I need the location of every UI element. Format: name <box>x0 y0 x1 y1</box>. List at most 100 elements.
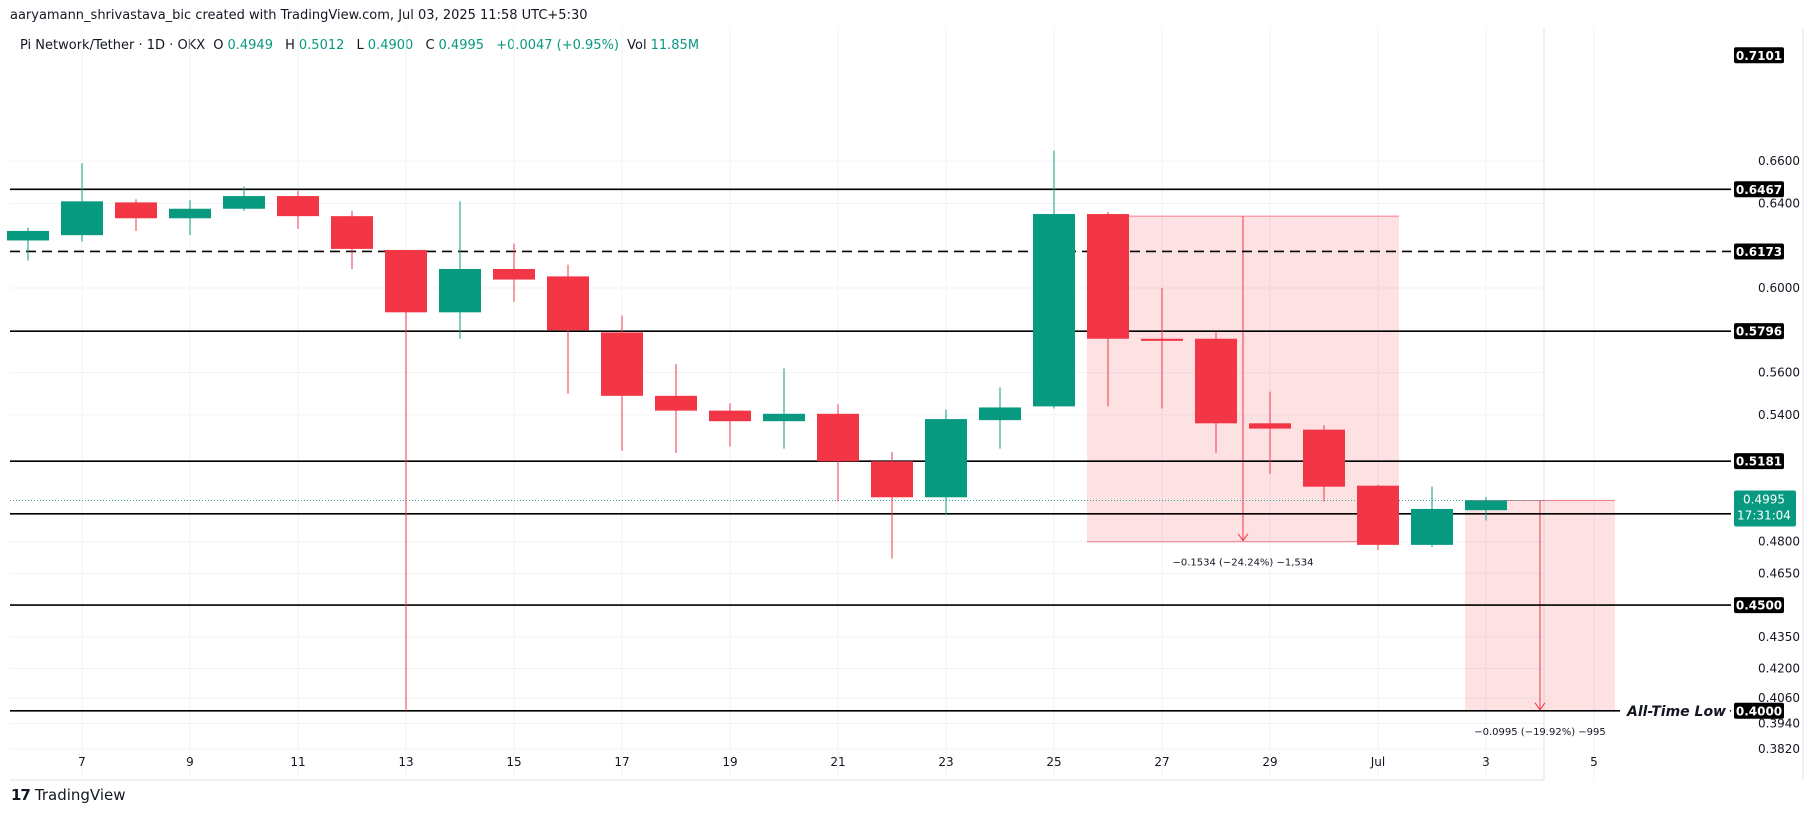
candle-body <box>1033 214 1075 407</box>
x-tick-label: 9 <box>186 755 194 769</box>
level-price-tag: 0.5796 <box>1736 325 1782 339</box>
y-tick-label: 0.6600 <box>1758 154 1800 168</box>
ohlc-low: L 0.4900 <box>356 38 414 53</box>
symbol-name[interactable]: Pi Network/Tether · 1D · OKX <box>20 38 206 53</box>
level-price-tag-bg <box>1734 243 1784 260</box>
y-tick-label: 0.5400 <box>1758 408 1800 422</box>
candle-body <box>169 208 211 219</box>
candle-body <box>817 413 859 462</box>
candle[interactable] <box>7 227 49 261</box>
level-price-tag: 0.5181 <box>1736 455 1782 469</box>
candle[interactable] <box>1303 425 1345 502</box>
x-tick-label: 17 <box>614 755 629 769</box>
candle[interactable] <box>1411 486 1453 547</box>
candle[interactable] <box>1465 496 1507 521</box>
symbol-legend: Pi Network/Tether · 1D · OKX O 0.4949 H 0.… <box>20 38 707 53</box>
x-tick-label: 3 <box>1482 755 1490 769</box>
level-price-tag-bg <box>1734 453 1784 470</box>
ohlc-close: C 0.4995 <box>425 38 485 53</box>
y-tick-label: 0.4060 <box>1758 691 1800 705</box>
candle[interactable] <box>385 249 427 711</box>
x-tick-label: 7 <box>78 755 86 769</box>
candle[interactable] <box>1141 288 1183 409</box>
candle[interactable] <box>1249 391 1291 475</box>
top-price-tag-bg <box>1734 47 1784 64</box>
tradingview-logo-icon: 17 <box>11 786 31 804</box>
level-price-tag: 0.6467 <box>1736 183 1782 197</box>
candle[interactable] <box>1033 150 1075 409</box>
x-tick-label: 27 <box>1154 755 1169 769</box>
candle[interactable] <box>439 201 481 339</box>
annotation-bg <box>1620 699 1730 720</box>
y-tick-label: 0.6000 <box>1758 281 1800 295</box>
candle-body <box>1087 214 1129 339</box>
candle[interactable] <box>709 403 751 447</box>
level-price-tag-bg <box>1734 323 1784 340</box>
x-tick-label: 21 <box>830 755 845 769</box>
candle[interactable] <box>763 368 805 449</box>
candle[interactable] <box>655 364 697 453</box>
candle-body <box>277 196 319 217</box>
candle[interactable] <box>223 186 265 211</box>
candle-body <box>1249 423 1291 429</box>
candle-body <box>1141 338 1183 341</box>
candle[interactable] <box>547 264 589 394</box>
volume: Vol 11.85M <box>627 38 700 53</box>
candle-body <box>1195 338 1237 424</box>
x-tick-label: 13 <box>398 755 413 769</box>
y-tick-label: 0.4200 <box>1758 662 1800 676</box>
tradingview-brand-name: TradingView <box>34 786 126 804</box>
candle-body <box>1303 429 1345 487</box>
candle-body <box>871 461 913 498</box>
x-tick-label: 23 <box>938 755 953 769</box>
x-tick-label: 5 <box>1590 755 1598 769</box>
candle-body <box>439 268 481 313</box>
candle[interactable] <box>925 409 967 515</box>
candle[interactable] <box>871 451 913 559</box>
candle[interactable] <box>1087 211 1129 407</box>
candle-body <box>493 268 535 280</box>
tradingview-brand[interactable]: 17 TradingView <box>11 786 126 804</box>
candle[interactable] <box>115 199 157 231</box>
top-price-tag: 0.7101 <box>1736 49 1782 63</box>
y-tick-label: 0.4800 <box>1758 535 1800 549</box>
level-price-tag: 0.6173 <box>1736 245 1782 259</box>
candle-body <box>763 413 805 422</box>
candle[interactable] <box>169 200 211 236</box>
y-tick-label: 0.6400 <box>1758 196 1800 210</box>
measure-arrowhead <box>1237 533 1249 542</box>
level-price-tag-bg <box>1734 597 1784 614</box>
chart-watermark-author: aaryamann_shrivastava_bic created with T… <box>10 8 588 23</box>
candle[interactable] <box>1195 332 1237 453</box>
candle-body <box>331 216 373 249</box>
candle[interactable] <box>979 387 1021 449</box>
y-tick-label: 0.4350 <box>1758 630 1800 644</box>
ohlc-high: H 0.5012 <box>285 38 345 53</box>
candle-body <box>223 196 265 209</box>
candle[interactable] <box>601 315 643 451</box>
candle-body <box>925 419 967 498</box>
all-time-low-label: All-Time Low <box>1626 704 1726 720</box>
candle[interactable] <box>817 404 859 502</box>
candle-body <box>1411 508 1453 545</box>
ohlc-open: O 0.4949 <box>213 38 273 53</box>
y-tick-label: 0.3820 <box>1758 742 1800 756</box>
level-price-tag-bg <box>1734 702 1784 719</box>
last-price-tag-bg <box>1734 490 1796 527</box>
candle-body <box>547 276 589 331</box>
candle-body <box>655 395 697 411</box>
candle[interactable] <box>331 210 373 269</box>
candle[interactable] <box>493 243 535 302</box>
x-tick-label: 15 <box>506 755 521 769</box>
candle-body <box>115 202 157 219</box>
bar-countdown: 17:31:04 <box>1737 508 1791 522</box>
candle[interactable] <box>277 190 319 229</box>
x-tick-label: 19 <box>722 755 737 769</box>
candle-body <box>601 332 643 396</box>
y-tick-label: 0.4650 <box>1758 566 1800 580</box>
candle[interactable] <box>61 163 103 242</box>
candle-body <box>1357 485 1399 545</box>
measure-label: −0.1534 (−24.24%) −1,534 <box>1172 558 1313 569</box>
candle[interactable] <box>1357 484 1399 551</box>
